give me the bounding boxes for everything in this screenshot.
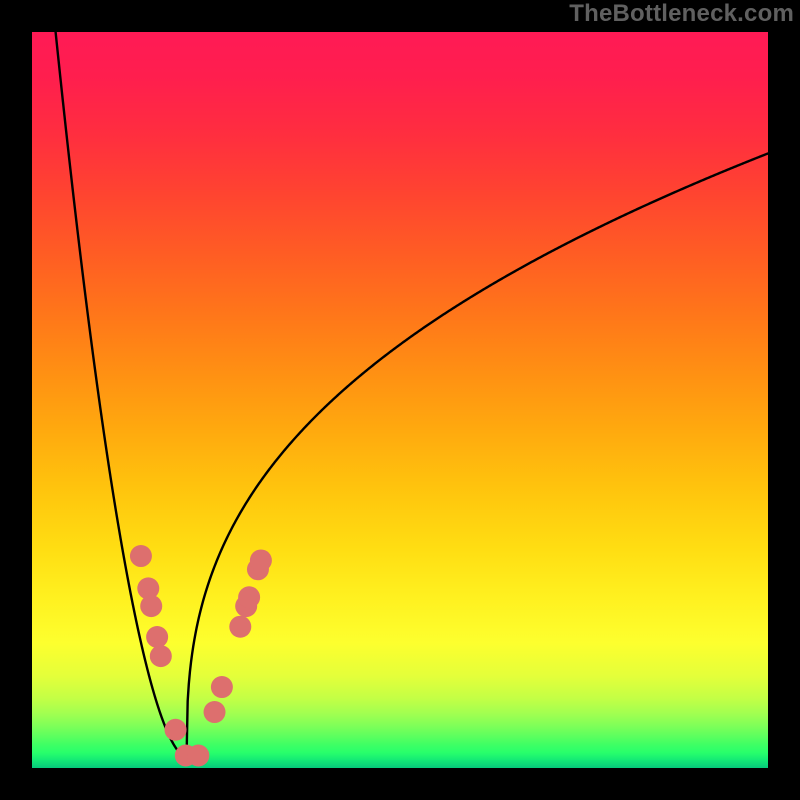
data-point xyxy=(150,645,172,667)
data-point xyxy=(238,586,260,608)
data-points-layer xyxy=(0,0,800,800)
watermark-text: TheBottleneck.com xyxy=(569,0,794,28)
data-point xyxy=(229,616,251,638)
data-point xyxy=(204,701,226,723)
data-point xyxy=(146,626,168,648)
chart-container: TheBottleneck.com xyxy=(0,0,800,800)
data-point xyxy=(187,744,209,766)
data-point xyxy=(165,719,187,741)
data-point xyxy=(140,595,162,617)
data-point xyxy=(130,545,152,567)
data-point xyxy=(250,549,272,571)
data-point xyxy=(211,676,233,698)
